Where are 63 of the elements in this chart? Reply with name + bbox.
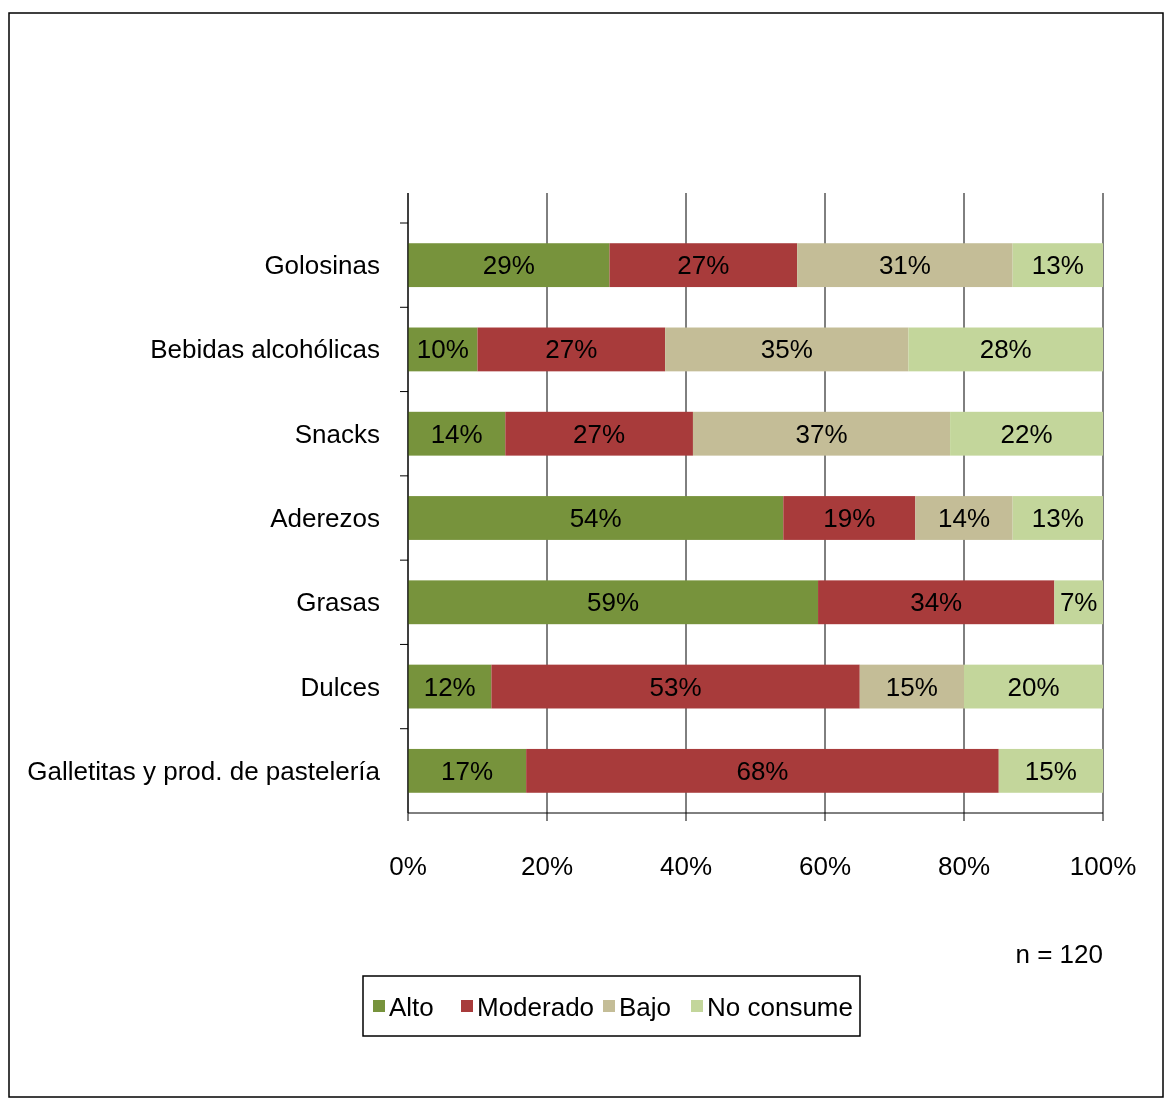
y-tick-label: Galletitas y prod. de pastelería	[27, 755, 381, 786]
x-tick-label: 100%	[1069, 851, 1137, 881]
bar	[964, 664, 1103, 709]
legend-label: Moderado	[477, 992, 595, 1022]
data-label: 19%	[823, 503, 876, 533]
bar	[477, 327, 666, 372]
x-tick-label: 40%	[659, 851, 713, 881]
data-label: 10%	[416, 334, 469, 365]
data-label: 27%	[573, 418, 626, 449]
legend-label: Alto	[389, 992, 434, 1022]
data-label: 12%	[423, 671, 476, 702]
data-label: 14%	[430, 418, 483, 449]
data-label: 7%	[1059, 587, 1098, 618]
bar	[998, 748, 1103, 793]
data-label: 53%	[649, 671, 702, 702]
data-label: 28%	[979, 334, 1032, 365]
bar	[408, 748, 527, 793]
bar	[408, 580, 819, 625]
y-tick-label: Grasas	[296, 587, 380, 618]
y-tick-label: Snacks	[294, 418, 380, 449]
data-label: 68%	[736, 755, 789, 786]
x-tick-label: 20%	[520, 851, 574, 881]
bar	[692, 411, 951, 456]
bar	[505, 411, 693, 456]
data-label: 31%	[878, 250, 931, 281]
bar	[818, 580, 1055, 625]
data-label: 34%	[910, 587, 963, 618]
text: n = 120	[1015, 939, 1103, 969]
bar	[797, 243, 1013, 288]
bar	[908, 327, 1103, 372]
bar	[950, 411, 1103, 456]
data-label: 13%	[1031, 503, 1084, 533]
data-label: 13%	[1031, 250, 1084, 281]
x-tick-label: 60%	[798, 851, 852, 881]
bar	[526, 748, 999, 793]
data-label: 22%	[1000, 418, 1053, 449]
y-tick-label: Dulces	[300, 671, 380, 702]
y-tick-label: Bebidas alcohólicas	[150, 334, 380, 365]
bar	[408, 243, 610, 288]
bar	[915, 496, 1013, 540]
bar	[665, 327, 909, 372]
data-label: 54%	[569, 503, 622, 533]
bar	[783, 496, 916, 540]
bar	[609, 243, 798, 288]
x-tick-label: 80%	[937, 851, 991, 881]
data-label: 59%	[587, 587, 640, 618]
legend-label: No consume	[707, 992, 853, 1022]
y-tick-label: Golosinas	[264, 250, 380, 281]
data-label: 35%	[760, 334, 813, 365]
data-label: 27%	[545, 334, 598, 365]
data-label: 20%	[1007, 671, 1060, 702]
y-tick-label: Aderezos	[270, 503, 380, 533]
data-label: 15%	[1024, 755, 1077, 786]
data-label: 15%	[885, 671, 938, 702]
bar	[408, 496, 784, 540]
bar	[491, 664, 860, 709]
data-label: 29%	[482, 250, 535, 281]
data-label: 27%	[677, 250, 730, 281]
x-tick-label: 0%	[389, 851, 427, 881]
data-label: 17%	[441, 755, 494, 786]
data-label: 37%	[795, 418, 848, 449]
data-label: 14%	[937, 503, 991, 533]
legend-label: Bajo	[619, 992, 672, 1022]
